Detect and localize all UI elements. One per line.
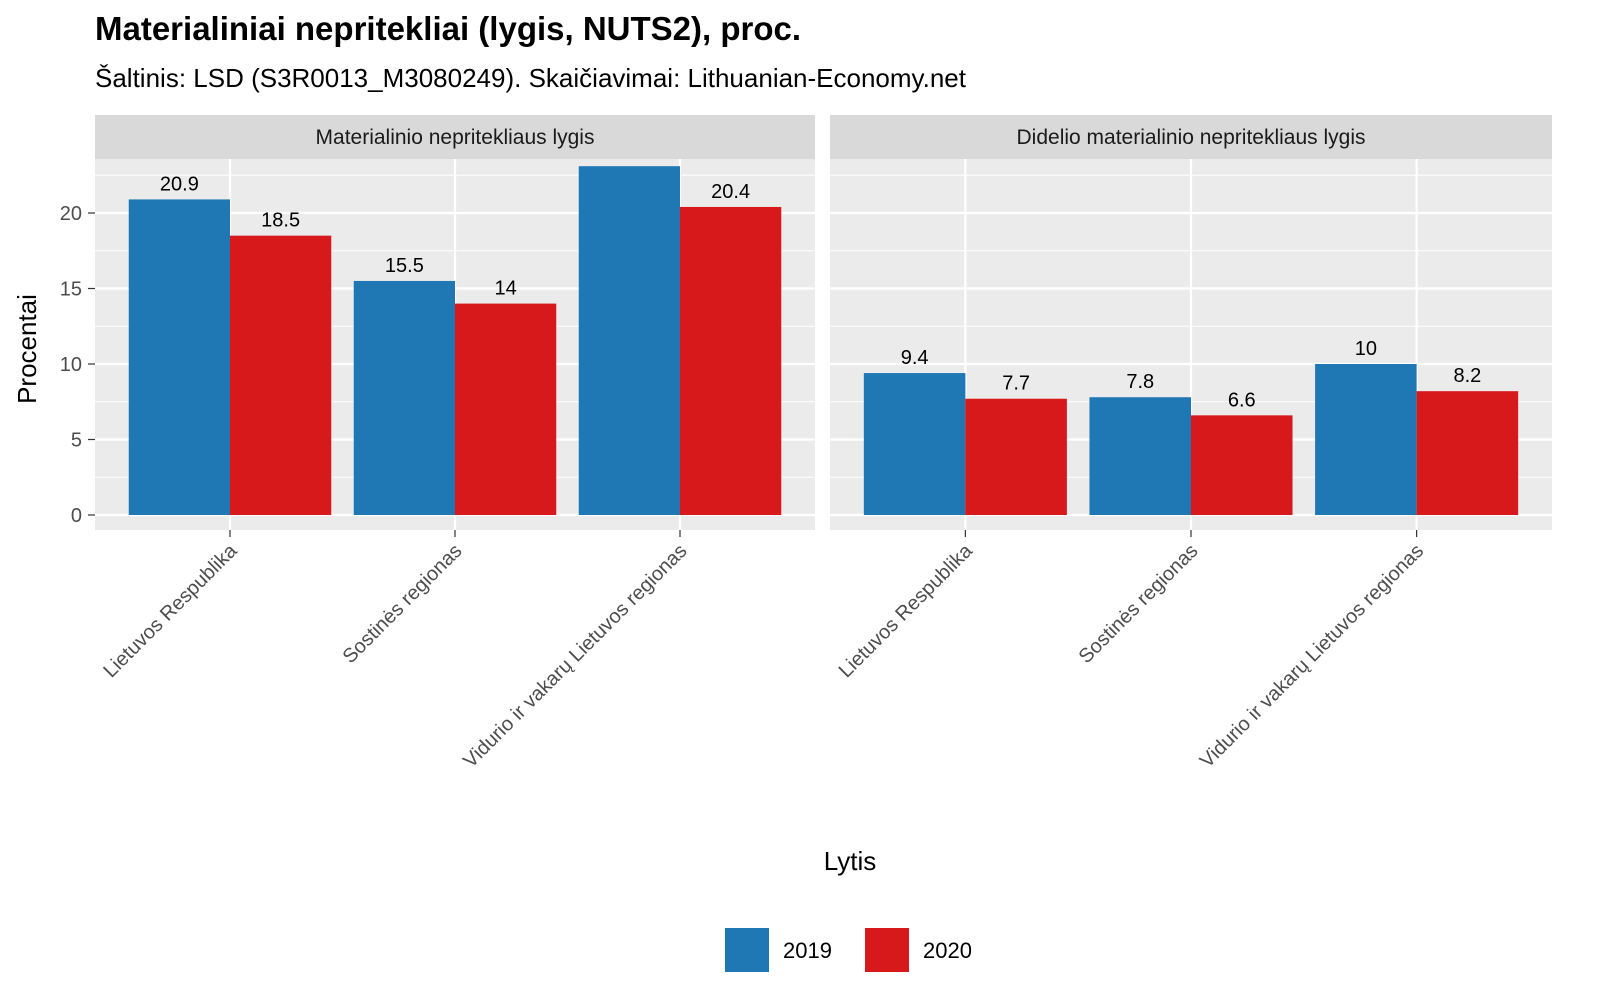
y-tick-label: 10 (60, 354, 82, 376)
bar-2019 (578, 166, 680, 515)
x-tick-label: Sostinės regionas (339, 540, 467, 668)
bar-2020 (965, 398, 1067, 515)
bar-value-label: 7.7 (1002, 373, 1030, 395)
legend-label: 2020 (923, 938, 972, 963)
bar-value-label: 7.8 (1126, 371, 1154, 393)
facet-strip-label: Didelio materialinio nepritekliaus lygis (1017, 126, 1366, 149)
bar-value-label: 10 (1355, 338, 1377, 360)
x-tick-label: Sostinės regionas (1075, 540, 1203, 668)
bar-value-label: 20.4 (711, 181, 750, 203)
legend-key (725, 928, 769, 972)
legend-key (865, 928, 909, 972)
chart-title: Materialiniai nepritekliai (lygis, NUTS2… (95, 10, 801, 47)
bar-2020 (230, 235, 332, 515)
bar-value-label: 6.6 (1228, 389, 1256, 411)
x-tick-label: Vidurio ir vakarų Lietuvos regionas (1196, 540, 1428, 772)
bar-value-label: 14 (495, 278, 517, 300)
y-tick-label: 0 (71, 505, 82, 527)
bar-2020 (1416, 391, 1519, 515)
y-tick-label: 20 (60, 203, 82, 225)
y-axis-title: Procentai (12, 294, 42, 404)
bar-2019 (1315, 364, 1417, 515)
facet-strip-label: Materialinio nepritekliaus lygis (316, 126, 595, 149)
facet-strip (830, 115, 1552, 159)
bar-value-label: 20.9 (160, 173, 199, 195)
bar-2020 (680, 206, 782, 515)
bar-value-label: 9.4 (901, 347, 929, 369)
facet-panel-1: Materialinio nepritekliaus lygis 20.9 15.5… (95, 115, 815, 772)
x-tick-label: Lietuvos Respublika (99, 539, 242, 682)
bar-2019 (353, 280, 455, 515)
x-axis-title: Lytis (824, 846, 877, 876)
plot-area: 9.4 7.8 10 7.7 6.6 8.2 (830, 159, 1552, 530)
bar-value-label: 15.5 (385, 255, 424, 277)
bar-2019 (863, 373, 966, 515)
bar-value-label: 8.2 (1453, 365, 1481, 387)
bar-value-label: 23.1 (610, 140, 649, 162)
plot-area: 20.9 15.5 23.1 18.5 14 20.4 (95, 140, 815, 530)
x-tick-label: Vidurio ir vakarų Lietuvos regionas (459, 540, 691, 772)
legend-label: 2019 (783, 938, 832, 963)
y-tick-label: 5 (71, 430, 82, 452)
bar-2020 (1191, 415, 1293, 515)
legend-item-2020: 2020 (865, 928, 972, 972)
facet-panels: 0 5 10 15 20 Materialinio nepritekliaus lygis… (60, 115, 1552, 772)
legend-item-2019: 2019 (725, 928, 832, 972)
bar-2020 (455, 303, 557, 515)
bar-2019 (1089, 397, 1191, 515)
bar-value-label: 18.5 (261, 210, 300, 232)
facet-panel-2: Didelio materialinio nepritekliaus lygis… (830, 115, 1552, 772)
y-tick-label: 15 (60, 279, 82, 301)
x-tick-label: Lietuvos Respublika (835, 539, 978, 682)
facet-strip (95, 115, 815, 159)
chart-subtitle: Šaltinis: LSD (S3R0013_M3080249). Skaiči… (95, 63, 967, 93)
bar-2019 (128, 199, 230, 515)
legend: 2019 2020 (725, 928, 972, 972)
